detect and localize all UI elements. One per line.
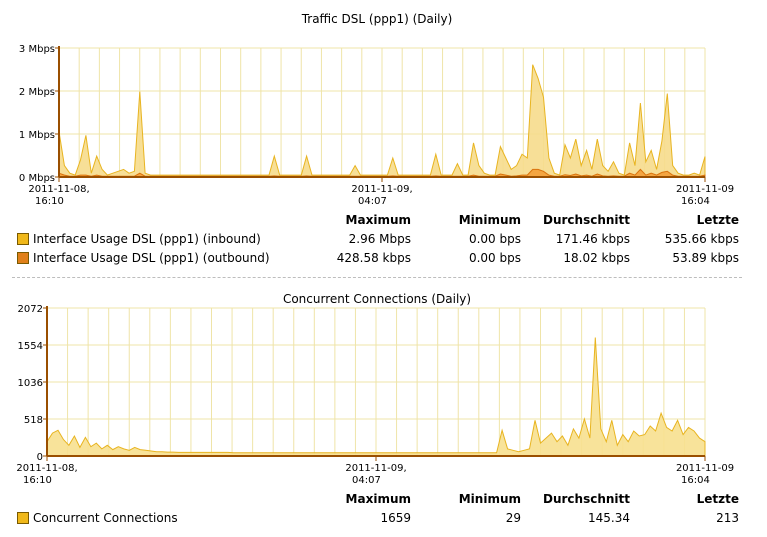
y-tick-label: 1 Mbps	[19, 130, 55, 141]
y-tick-label: 518	[24, 415, 43, 426]
connections-max: 1659	[380, 511, 411, 525]
header-last: Letzte	[696, 213, 739, 227]
x-tick-label-time: 04:07	[352, 475, 381, 486]
connections-label: Concurrent Connections	[33, 511, 178, 525]
inbound-avg: 171.46 kbps	[555, 232, 630, 246]
y-tick-label: 1036	[18, 378, 43, 389]
outbound-last: 53.89 kbps	[672, 251, 739, 265]
series-area-connections	[46, 337, 706, 457]
outbound-min: 0.00 bps	[468, 251, 521, 265]
traffic-chart: Traffic DSL (ppp1) (Daily) 0 Mbps 1 Mbps 2…	[19, 12, 734, 207]
inbound-max: 2.96 Mbps	[348, 232, 411, 246]
header-last: Letzte	[696, 492, 739, 506]
legend-row-inbound: Interface Usage DSL (ppp1) (inbound) 2.9…	[0, 230, 767, 248]
y-tick-label: 0 Mbps	[19, 173, 55, 184]
outbound-label: Interface Usage DSL (ppp1) (outbound)	[33, 251, 270, 265]
inbound-label: Interface Usage DSL (ppp1) (inbound)	[33, 232, 261, 246]
connections-avg: 145.34	[588, 511, 630, 525]
x-tick-label: 2011-11-09	[676, 184, 734, 195]
y-tick-label: 2072	[18, 304, 43, 315]
outbound-max: 428.58 kbps	[336, 251, 411, 265]
x-tick-label: 2011-11-09,	[345, 463, 406, 474]
x-tick-label-time: 16:10	[23, 475, 52, 486]
y-tick-label: 0	[37, 452, 43, 463]
y-tick-label: 3 Mbps	[19, 44, 55, 55]
legend-row-connections: Concurrent Connections 1659 29 145.34 21…	[0, 509, 767, 527]
header-maximum: Maximum	[345, 213, 411, 227]
header-average: Durchschnitt	[542, 213, 630, 227]
inbound-min: 0.00 bps	[468, 232, 521, 246]
x-tick-label-time: 04:07	[358, 196, 387, 207]
header-minimum: Minimum	[458, 213, 521, 227]
legend-row-outbound: Interface Usage DSL (ppp1) (outbound) 42…	[0, 249, 767, 267]
connections-min: 29	[505, 511, 521, 525]
connections-swatch	[17, 512, 29, 524]
x-tick-label: 2011-11-08,	[28, 184, 89, 195]
x-tick-label: 2011-11-08,	[16, 463, 77, 474]
x-tick-label-time: 16:10	[35, 196, 64, 207]
header-average: Durchschnitt	[542, 492, 630, 506]
x-tick-label-time: 16:04	[681, 196, 710, 207]
outbound-swatch	[17, 252, 29, 264]
y-tick-label: 2 Mbps	[19, 87, 55, 98]
x-tick-label: 2011-11-09,	[351, 184, 412, 195]
inbound-last: 535.66 kbps	[664, 232, 739, 246]
chart-title: Traffic DSL (ppp1) (Daily)	[301, 12, 453, 26]
outbound-avg: 18.02 kbps	[563, 251, 630, 265]
connections-last: 213	[716, 511, 739, 525]
chart-title: Concurrent Connections (Daily)	[283, 292, 471, 306]
x-tick-label: 2011-11-09	[676, 463, 734, 474]
section-divider	[12, 277, 742, 278]
header-minimum: Minimum	[458, 492, 521, 506]
y-tick-label: 1554	[18, 341, 43, 352]
inbound-swatch	[17, 233, 29, 245]
header-maximum: Maximum	[345, 492, 411, 506]
series-area-inbound	[58, 64, 706, 178]
x-tick-label-time: 16:04	[681, 475, 710, 486]
